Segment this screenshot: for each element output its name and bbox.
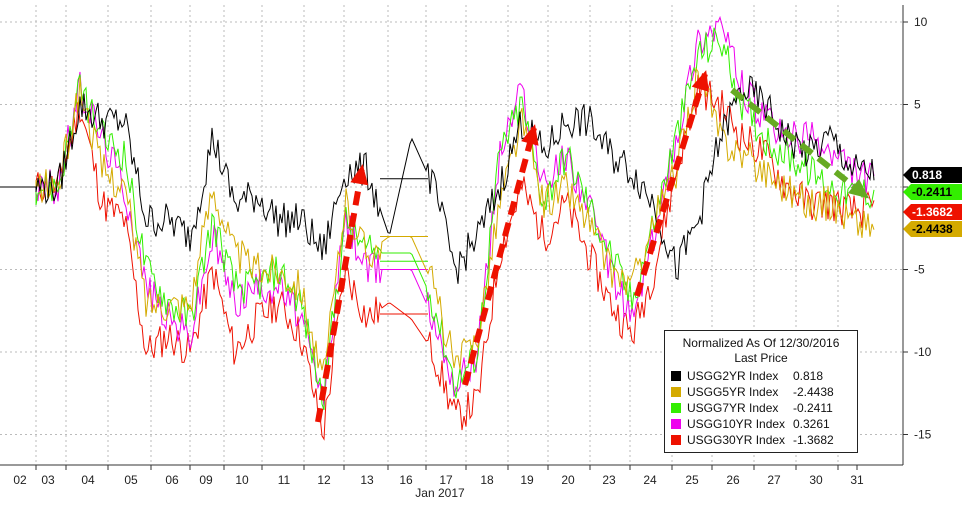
legend-swatch xyxy=(671,371,681,381)
x-tick-label: 20 xyxy=(561,473,575,487)
series-lines xyxy=(0,15,875,441)
last-price-tags: 0.818 -0.2411 -1.3682 -2.4438 xyxy=(903,167,962,237)
y-tick-label: 10 xyxy=(914,15,928,29)
x-tick-label: 03 xyxy=(41,473,55,487)
legend: Normalized As Of 12/30/2016 Last Price U… xyxy=(664,330,858,453)
last-price-tag xyxy=(903,204,962,220)
trend-arrow-head xyxy=(521,124,539,146)
legend-series-name: USGG10YR Index xyxy=(687,417,786,431)
last-price-tag-text: -2.4438 xyxy=(912,222,953,236)
series-line xyxy=(0,74,875,441)
x-tick-label: 09 xyxy=(199,473,213,487)
legend-row: USGG10YR Index 0.3261 xyxy=(671,417,830,431)
legend-series-name: USGG2YR Index xyxy=(687,369,779,383)
legend-series-name: USGG5YR Index xyxy=(687,385,779,399)
legend-series-name: USGG30YR Index xyxy=(687,433,786,447)
legend-row: USGG5YR Index -2.4438 xyxy=(671,385,834,399)
x-tick-labels: 02 03 04 05 06 09 10 11 12 13 16 17 18 19 20 23 24 25 26 27… xyxy=(13,473,864,487)
x-tick-label: 25 xyxy=(685,473,699,487)
x-tick-label: 30 xyxy=(809,473,823,487)
x-tick-label: 04 xyxy=(81,473,95,487)
x-tick-label: 02 xyxy=(13,473,27,487)
series-line xyxy=(0,27,875,411)
last-price-tag xyxy=(903,184,962,200)
legend-row: USGG7YR Index -0.2411 xyxy=(671,401,833,415)
x-tick-label: 24 xyxy=(643,473,657,487)
legend-series-value: -0.2411 xyxy=(793,401,833,415)
last-price-tag-text: -0.2411 xyxy=(912,185,952,199)
series-line xyxy=(0,67,875,371)
legend-swatch xyxy=(671,387,681,397)
x-tick-label: 18 xyxy=(480,473,494,487)
legend-series-value: -1.3682 xyxy=(793,433,834,447)
last-price-tag xyxy=(903,167,962,183)
legend-swatch xyxy=(671,435,681,445)
x-tick-label: 31 xyxy=(850,473,864,487)
x-axis-label: Jan 2017 xyxy=(415,486,465,500)
legend-title: Normalized As Of 12/30/2016 xyxy=(682,336,840,350)
legend-row: USGG30YR Index -1.3682 xyxy=(671,433,834,447)
chart-grid xyxy=(0,5,903,465)
trend-arrow xyxy=(462,127,537,386)
legend-subtitle: Last Price xyxy=(734,351,788,365)
y-tick-label: -5 xyxy=(914,263,925,277)
legend-series-name: USGG7YR Index xyxy=(687,401,779,415)
trend-arrow-head xyxy=(691,70,709,92)
x-tick-label: 16 xyxy=(399,473,413,487)
last-price-tag-text: 0.818 xyxy=(912,168,942,182)
x-tick-label: 05 xyxy=(124,473,138,487)
chart-axes xyxy=(0,5,908,470)
last-price-tag-text: -1.3682 xyxy=(912,205,953,219)
legend-swatch xyxy=(671,403,681,413)
y-tick-label: -10 xyxy=(914,345,932,359)
trend-arrow xyxy=(730,87,868,199)
legend-swatch xyxy=(671,419,681,429)
legend-series-value: -2.4438 xyxy=(793,385,834,399)
legend-series-value: 0.818 xyxy=(793,369,824,383)
legend-series-value: 0.3261 xyxy=(793,417,830,431)
x-tick-label: 13 xyxy=(360,473,374,487)
y-tick-labels: 10 5 -5 -10 -15 xyxy=(914,15,932,442)
x-tick-label: 06 xyxy=(165,473,179,487)
x-tick-label: 10 xyxy=(235,473,249,487)
x-tick-label: 17 xyxy=(439,473,453,487)
trend-arrow-head xyxy=(847,179,870,199)
trend-arrow-head xyxy=(350,164,369,186)
legend-row: USGG2YR Index 0.818 xyxy=(671,369,823,383)
trend-arrows xyxy=(315,70,870,423)
x-tick-label: 27 xyxy=(767,473,781,487)
y-tick-label: -15 xyxy=(914,428,932,442)
series-line xyxy=(0,75,875,284)
y-tick-label: 5 xyxy=(914,98,921,112)
x-tick-label: 12 xyxy=(317,473,331,487)
last-price-tag xyxy=(903,221,962,237)
x-tick-label: 26 xyxy=(726,473,740,487)
flat-segments xyxy=(380,178,428,315)
x-tick-label: 23 xyxy=(602,473,616,487)
trend-arrow xyxy=(634,73,708,297)
x-tick-label: 11 xyxy=(278,473,291,487)
x-tick-label: 19 xyxy=(520,473,534,487)
